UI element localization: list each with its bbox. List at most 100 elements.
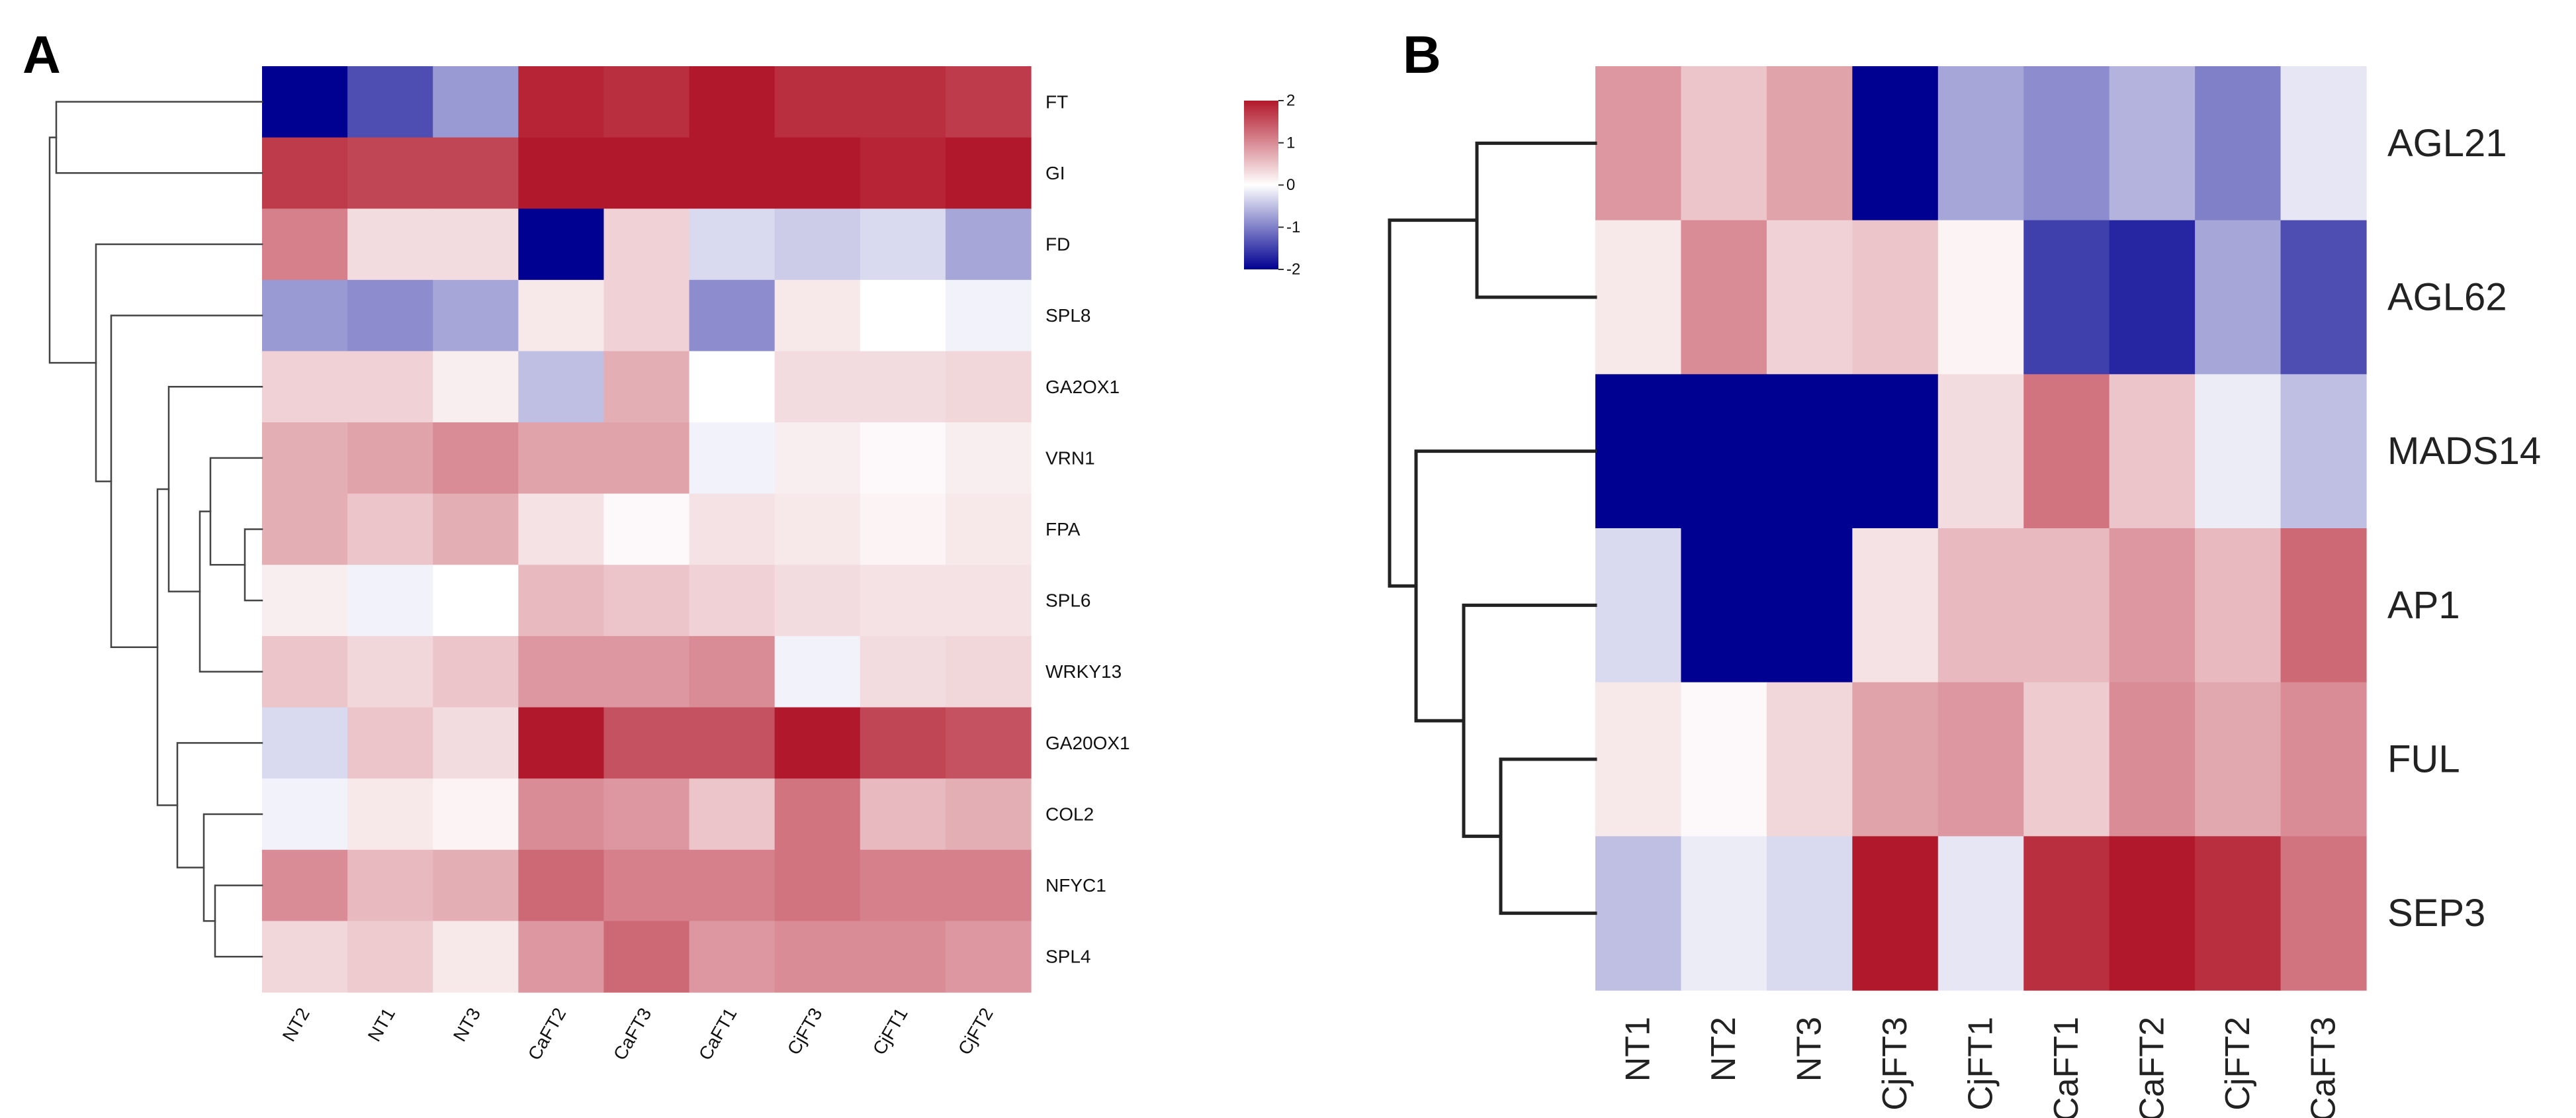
column-label: CjFT2 [2219, 1017, 2257, 1111]
dendrogram-branch [202, 813, 263, 922]
heatmap-cell-spl8-caft2 [518, 279, 605, 352]
heatmap-cell-ga20ox1-cjft3 [774, 707, 861, 779]
legend-tick-label: 0 [1286, 176, 1295, 194]
row-label: MADS14 [2387, 430, 2541, 473]
heatmap-cell-ga20ox1-nt3 [433, 707, 519, 779]
row-label: VRN1 [1045, 447, 1095, 468]
heatmap-cell-spl6-cjft3 [774, 565, 861, 637]
heatmap-cell-spl8-nt2 [262, 279, 348, 352]
column-label: CjFT3 [1876, 1017, 1914, 1111]
heatmap-cell-wrky13-caft1 [689, 635, 776, 708]
heatmap-cell-spl4-caft1 [689, 921, 776, 993]
heatmap-cell-agl21-caft1 [2023, 66, 2110, 221]
heatmap-cell-fpa-cjft1 [860, 493, 946, 565]
row-label: FUL [2387, 738, 2460, 781]
heatmap-cell-ap1-cjft1 [1937, 528, 2024, 683]
heatmap-cell-fd-cjft3 [774, 209, 861, 281]
heatmap-cell-nfyc1-nt1 [347, 849, 433, 921]
row-label: GA2OX1 [1045, 377, 1120, 397]
heatmap-cell-wrky13-caft2 [518, 635, 605, 708]
heatmap-cell-fpa-nt1 [347, 493, 433, 565]
heatmap-cell-fd-cjft2 [945, 209, 1032, 281]
heatmap-cell-ft-cjft3 [774, 66, 861, 138]
panel-a-row-dendrogram [48, 101, 263, 958]
heatmap-cell-wrky13-cjft2 [945, 635, 1032, 708]
heatmap-cell-ft-cjft1 [860, 66, 946, 138]
heatmap-cell-gi-cjft2 [945, 137, 1032, 209]
dendrogram-branch [55, 101, 263, 174]
heatmap-cell-mads14-caft2 [2109, 374, 2196, 529]
heatmap-cell-fd-cjft1 [860, 209, 946, 281]
row-label: GA20OX1 [1045, 733, 1130, 753]
heatmap-cell-vrn1-caft3 [603, 422, 690, 494]
heatmap-cell-vrn1-cjft3 [774, 422, 861, 494]
heatmap-cell-agl21-cjft2 [2195, 66, 2282, 221]
panel-a: A FT GI FD SPL8 GA2OX1 VRN1 FPA SPL6 WRKY13 GA20O… [22, 25, 1300, 1064]
row-label: NFYC1 [1045, 875, 1106, 896]
heatmap-cell-gi-nt2 [262, 137, 348, 209]
legend-tick-label: 2 [1286, 92, 1295, 110]
column-label: CaFT2 [524, 1004, 570, 1064]
heatmap-cell-spl6-caft2 [518, 565, 605, 637]
heatmap-cell-agl62-nt2 [1681, 220, 1767, 375]
heatmap-cell-gi-caft1 [689, 137, 776, 209]
heatmap-cell-wrky13-cjft3 [774, 635, 861, 708]
dendrogram-branch [110, 314, 263, 648]
heatmap-cell-spl8-cjft3 [774, 279, 861, 352]
heatmap-cell-spl6-caft3 [603, 565, 690, 637]
row-label: AGL21 [2387, 122, 2507, 165]
heatmap-cell-spl4-caft2 [518, 921, 605, 993]
heatmap-cell-ft-caft2 [518, 66, 605, 138]
dendrogram-branch [1499, 757, 1597, 915]
column-label: CaFT3 [2304, 1017, 2342, 1118]
heatmap-cell-vrn1-caft1 [689, 422, 776, 494]
heatmap-cell-ga2ox1-nt2 [262, 351, 348, 423]
heatmap-cell-spl4-nt3 [433, 921, 519, 993]
heatmap-cell-mads14-caft3 [2280, 374, 2367, 529]
heatmap-cell-col2-cjft1 [860, 778, 946, 851]
heatmap-cell-mads14-caft1 [2023, 374, 2110, 529]
heatmap-cell-spl8-nt3 [433, 279, 519, 352]
heatmap-cell-spl8-cjft2 [945, 279, 1032, 352]
heatmap-cell-sep3-cjft2 [2195, 836, 2282, 991]
heatmap-cell-agl62-cjft2 [2195, 220, 2282, 375]
heatmap-cell-nfyc1-nt3 [433, 849, 519, 921]
dendrogram-branch [1388, 218, 1479, 588]
heatmap-cell-spl6-nt1 [347, 565, 433, 637]
heatmap-cell-agl21-nt2 [1681, 66, 1767, 221]
heatmap-cell-mads14-cjft3 [1852, 374, 1939, 529]
heatmap-cell-ft-cjft2 [945, 66, 1032, 138]
dendrogram-branch [156, 488, 179, 806]
heatmap-cell-ga2ox1-caft2 [518, 351, 605, 423]
heatmap-cell-ap1-nt2 [1681, 528, 1767, 683]
heatmap-cell-col2-caft1 [689, 778, 776, 851]
heatmap-cell-gi-caft3 [603, 137, 690, 209]
heatmap-cell-spl4-cjft1 [860, 921, 946, 993]
heatmap-cell-spl8-caft1 [689, 279, 776, 352]
heatmap-cell-col2-cjft3 [774, 778, 861, 851]
dendrogram-branch [199, 510, 263, 673]
heatmap-cell-vrn1-cjft2 [945, 422, 1032, 494]
heatmap-cell-wrky13-caft3 [603, 635, 690, 708]
heatmap-cell-spl8-nt1 [347, 279, 433, 352]
heatmap-cell-vrn1-nt3 [433, 422, 519, 494]
heatmap-cell-spl4-caft3 [603, 921, 690, 993]
panel-b-column-labels: NT1 NT2 NT3 CjFT3 CjFT1 CaFT1 CaFT2 CjFT2 CaFT3 [1619, 1017, 2343, 1118]
heatmap-cell-ga2ox1-cjft3 [774, 351, 861, 423]
panel-a-heatmap-cells [262, 66, 1032, 993]
row-label: GI [1045, 163, 1065, 183]
heatmap-cell-ft-nt3 [433, 66, 519, 138]
heatmap-cell-ga20ox1-nt1 [347, 707, 433, 779]
heatmap-cell-ap1-caft2 [2109, 528, 2196, 683]
heatmap-cell-ap1-caft3 [2280, 528, 2367, 683]
heatmap-cell-ga2ox1-caft3 [603, 351, 690, 423]
heatmap-cell-wrky13-nt3 [433, 635, 519, 708]
heatmap-cell-agl62-cjft1 [1937, 220, 2024, 375]
dendrogram-branch [244, 528, 263, 602]
column-label: NT2 [1705, 1017, 1743, 1082]
heatmap-cell-spl8-caft3 [603, 279, 690, 352]
heatmap-cell-mads14-nt1 [1595, 374, 1682, 529]
heatmap-cell-sep3-nt1 [1595, 836, 1682, 991]
heatmap-cell-mads14-nt3 [1766, 374, 1853, 529]
